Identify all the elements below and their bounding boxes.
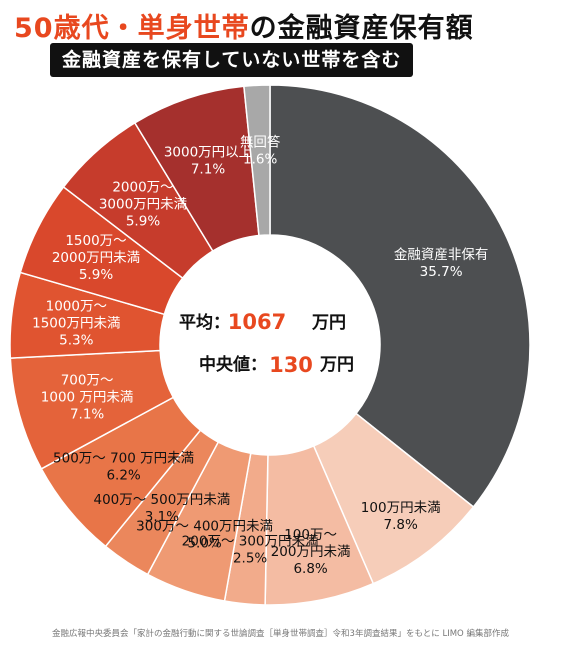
donut-hole [160,235,380,455]
slice-category-label-7: 500万〜 700 万円未満 [53,451,194,467]
slice-category-label-9: 1500万円未満 [32,315,120,331]
title-accent: 50歳代・単身世帯 [14,13,250,44]
average-unit: 万円 [311,313,346,333]
slice-category-label-6: 400万〜 500万円未満 [93,492,230,508]
slice-category-label-12: 3000万円以上 [164,145,252,161]
slice-value-label-5: 5.0% [187,536,221,552]
slice-category-label-2: 100万円未満 [361,500,441,516]
slice-value-label-8: 7.1% [70,406,104,422]
slice-value-label-2: 7.8% [384,517,418,533]
median-label: 中央値： [199,354,267,375]
slice-category-label-10: 2000万円未満 [52,250,140,266]
slice-value-label-7: 6.2% [106,468,140,484]
slice-value-label-12: 7.1% [191,162,225,178]
slice-category-label-3: 200万円未満 [271,544,351,560]
median-unit: 万円 [319,355,354,375]
slice-category-label-5: 300万〜 400万円未満 [136,519,273,535]
chart-title: 50歳代・単身世帯の金融資産保有額 [14,6,474,45]
slice-category-label-3: 100万〜 [284,527,337,543]
slice-category-label-11: 3000万円未満 [99,197,187,213]
median-value: 130 [269,353,313,377]
slice-value-label-10: 5.9% [79,267,113,283]
slice-value-label-3: 6.8% [293,561,327,577]
slice-value-label-9: 5.3% [59,332,93,348]
slice-category-label-8: 1000 万円未満 [41,389,134,405]
source-note: 金融広報中央委員会「家計の金融行動に関する世論調査［単身世帯調査］令和3年調査結… [52,629,509,639]
slice-category-label-13: 無回答 [240,134,281,151]
slice-category-label-9: 1000万〜 [46,298,107,314]
average-value: 1067 [228,310,286,334]
slice-group [9,84,531,606]
slice-value-label-13: 1.6% [243,152,277,168]
title-rest: の金融資産保有額 [249,13,474,44]
slice-category-label-4: 200万〜 300万円未満 [182,534,319,550]
average-label: 平均： [179,312,230,333]
slice-value-label-11: 5.9% [126,214,160,230]
slice-value-label-4: 2.5% [233,551,267,567]
slice-category-label-8: 700万〜 [61,372,114,388]
slice-value-label-1: 35.7% [420,264,463,280]
subtitle-badge: 金融資産を保有していない世帯を含む [50,43,414,77]
slice-value-label-6: 3.1% [145,509,179,525]
slice-category-label-10: 1500万〜 [65,233,126,249]
slice-category-label-1: 金融資産非保有 [394,247,489,263]
slice-category-label-11: 2000万〜 [112,180,173,196]
